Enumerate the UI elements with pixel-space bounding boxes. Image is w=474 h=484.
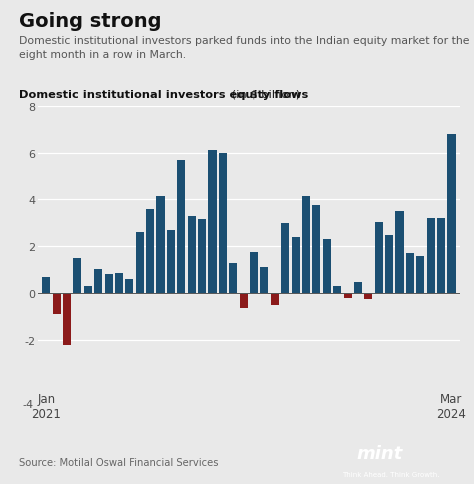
Bar	[260, 268, 268, 294]
Bar	[250, 253, 258, 294]
Bar	[146, 210, 154, 294]
Bar	[136, 233, 144, 294]
Text: Source: Motilal Oswal Financial Services: Source: Motilal Oswal Financial Services	[19, 457, 219, 468]
Bar	[374, 222, 383, 294]
Text: Think Ahead. Think Growth.: Think Ahead. Think Growth.	[342, 471, 440, 477]
Bar	[42, 277, 50, 294]
Bar	[344, 294, 352, 298]
Bar	[312, 206, 320, 294]
Bar	[354, 282, 362, 294]
Bar	[219, 153, 227, 294]
Text: Domestic institutional investors equity flows: Domestic institutional investors equity …	[19, 90, 308, 100]
Bar	[177, 160, 185, 294]
Bar	[105, 275, 113, 294]
Bar	[292, 238, 300, 294]
Bar	[63, 294, 71, 345]
Bar	[53, 294, 61, 315]
Bar	[365, 294, 373, 300]
Bar	[427, 219, 435, 294]
Bar	[198, 220, 206, 294]
Bar	[125, 280, 133, 294]
Text: (in $ billion): (in $ billion)	[228, 90, 300, 100]
Text: mint: mint	[357, 444, 403, 462]
Bar	[333, 287, 341, 294]
Text: Going strong: Going strong	[19, 12, 162, 31]
Bar	[271, 294, 279, 305]
Bar	[239, 294, 248, 309]
Bar	[385, 235, 393, 294]
Text: Domestic institutional investors parked funds into the Indian equity market for : Domestic institutional investors parked …	[19, 36, 469, 60]
Bar	[302, 197, 310, 294]
Bar	[406, 254, 414, 294]
Bar	[447, 135, 456, 294]
Bar	[84, 287, 92, 294]
Bar	[416, 256, 424, 294]
Bar	[188, 216, 196, 294]
Bar	[156, 197, 164, 294]
Bar	[323, 240, 331, 294]
Text: -4: -4	[22, 399, 33, 409]
Bar	[437, 219, 445, 294]
Bar	[115, 274, 123, 294]
Bar	[94, 269, 102, 294]
Bar	[395, 212, 403, 294]
Bar	[229, 263, 237, 294]
Bar	[73, 258, 82, 294]
Bar	[281, 224, 289, 294]
Bar	[209, 151, 217, 294]
Bar	[167, 230, 175, 294]
